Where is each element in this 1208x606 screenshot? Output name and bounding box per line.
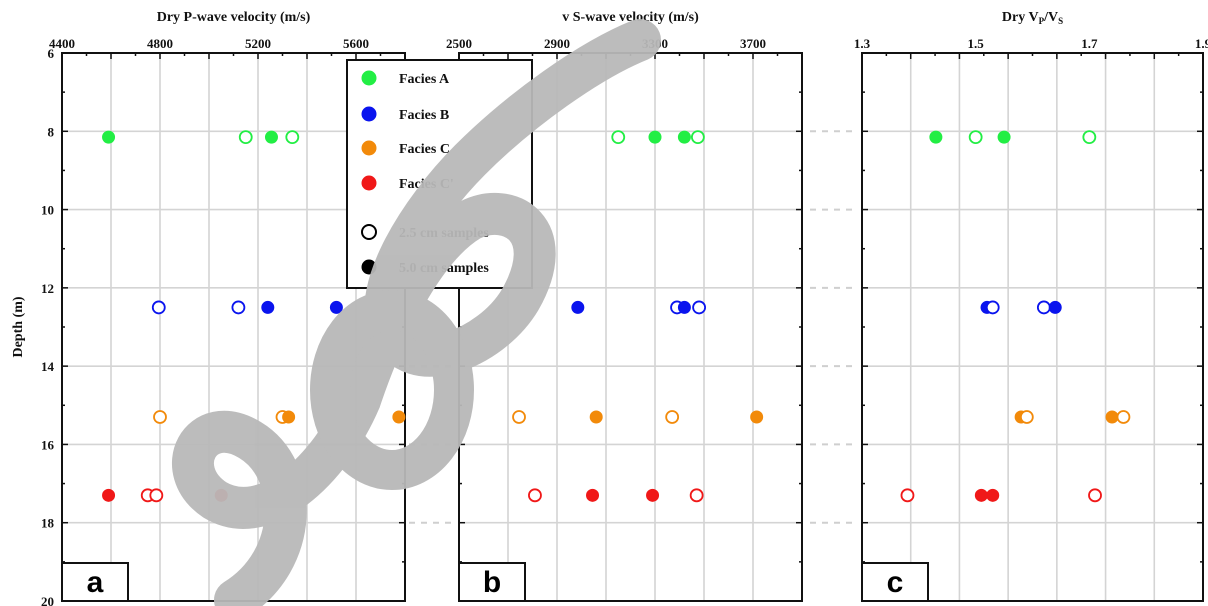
data-point-facies-A-filled — [264, 130, 278, 144]
y-tick-label: 8 — [48, 124, 55, 139]
x-tick-label: 4400 — [49, 36, 75, 51]
data-point-facies-A-open — [285, 130, 300, 145]
legend-marker — [361, 106, 377, 122]
y-tick-label: 14 — [41, 359, 55, 374]
x-axis-title: Dry VP/VS — [1002, 10, 1063, 26]
data-point-facies-C-filled — [392, 410, 406, 424]
data-points — [512, 130, 764, 503]
gridlines — [459, 53, 802, 601]
watermark-stroke — [172, 19, 661, 606]
data-point-facies-Cprime-filled — [586, 488, 600, 502]
legend-marker — [361, 140, 377, 156]
y-tick-label: 20 — [41, 594, 54, 606]
legend-marker — [361, 224, 377, 240]
data-point-facies-A-filled — [102, 130, 116, 144]
data-point-facies-Cprime-filled — [102, 488, 116, 502]
data-point-facies-C-filled — [750, 410, 764, 424]
data-point-facies-Cprime-open — [1088, 488, 1102, 503]
data-point-facies-A-filled — [648, 130, 662, 144]
data-point-facies-Cprime-open — [149, 488, 164, 503]
x-axis-title: Dry P-wave velocity (m/s) — [157, 10, 311, 25]
data-point-facies-Cprime-filled — [974, 488, 988, 502]
data-point-facies-C-open — [1019, 410, 1034, 424]
data-point-facies-B-open — [692, 300, 706, 315]
x-tick-label: 1.3 — [854, 36, 871, 51]
y-axis-title: Depth (m) — [11, 296, 26, 357]
data-point-facies-Cprime-open — [528, 488, 542, 503]
data-point-facies-A-filled — [929, 130, 943, 144]
x-tick-label: 2500 — [446, 36, 472, 51]
data-point-facies-C-open — [665, 410, 680, 424]
legend-label: Facies B — [399, 108, 449, 123]
panel-letter-box — [458, 562, 526, 602]
panels-layer: 4400 4800 5200 5600 Dry P-wave velocity (m/s… — [11, 10, 1208, 606]
data-points — [900, 130, 1131, 503]
data-point-facies-B-filled — [1048, 300, 1062, 314]
data-point-facies-A-open — [690, 130, 705, 145]
y-tick-label: 12 — [41, 281, 54, 296]
x-tick-label: 3700 — [740, 36, 766, 51]
x-tick-label: 1.7 — [1081, 36, 1098, 51]
x-tick-label: 2900 — [544, 36, 570, 51]
panel-letter: c — [887, 566, 904, 599]
data-point-facies-Cprime-filled — [986, 488, 1000, 502]
y-tick-label: 18 — [41, 516, 55, 531]
x-axis-title: v S-wave velocity (m/s) — [562, 10, 699, 25]
legend-marker — [361, 175, 377, 191]
data-point-facies-B-filled — [677, 300, 691, 314]
data-point-facies-C-filled — [589, 410, 603, 424]
data-point-facies-Cprime-open — [900, 488, 915, 503]
x-tick-label: 4800 — [147, 36, 173, 51]
data-point-facies-B-open — [1036, 300, 1051, 315]
data-point-facies-B-open — [985, 300, 1000, 315]
legend-marker — [361, 70, 377, 86]
x-tick-label: 5200 — [245, 36, 271, 51]
data-point-facies-C-filled — [282, 410, 296, 424]
data-point-facies-B-open — [231, 300, 246, 315]
data-point-facies-A-filled — [677, 130, 691, 144]
data-point-facies-C-open — [1116, 410, 1131, 424]
panel-letter: b — [483, 566, 501, 599]
data-point-facies-B-filled — [571, 300, 585, 314]
data-points — [102, 130, 406, 503]
legend-label: Facies C — [399, 142, 450, 157]
data-point-facies-Cprime-open — [689, 488, 704, 503]
x-tick-label: 5600 — [343, 36, 369, 51]
data-point-facies-B-filled — [329, 300, 343, 314]
y-tick-label: 10 — [41, 203, 54, 218]
data-point-facies-A-filled — [997, 130, 1011, 144]
watermark-o — [310, 290, 474, 490]
x-tick-label: 1.5 — [968, 36, 985, 51]
legend-label: Facies A — [399, 72, 450, 87]
data-point-facies-A-open — [968, 130, 983, 145]
data-point-facies-C-filled — [1105, 410, 1119, 424]
y-tick-label: 16 — [41, 437, 55, 452]
data-point-facies-A-open — [238, 130, 253, 145]
gridlines — [862, 53, 1203, 601]
data-point-facies-B-filled — [261, 300, 275, 314]
data-point-facies-C-open — [153, 410, 167, 424]
axes-frame — [861, 52, 1204, 602]
panel-c: 1.3 1.5 1.7 1.9 Dry VP/VS c — [854, 10, 1208, 602]
x-tick-label: 1.9 — [1195, 36, 1208, 51]
panel-letter-box — [861, 562, 929, 602]
data-point-facies-Cprime-filled — [646, 488, 660, 502]
panel-letter: a — [87, 566, 104, 599]
data-point-facies-A-open — [1082, 130, 1097, 145]
watermark-overlay — [172, 19, 661, 606]
panel-letter-box — [61, 562, 129, 602]
data-point-facies-A-open — [611, 130, 626, 145]
data-point-facies-C-open — [512, 410, 526, 424]
y-tick-label: 6 — [48, 46, 55, 61]
data-point-facies-B-open — [151, 300, 166, 315]
